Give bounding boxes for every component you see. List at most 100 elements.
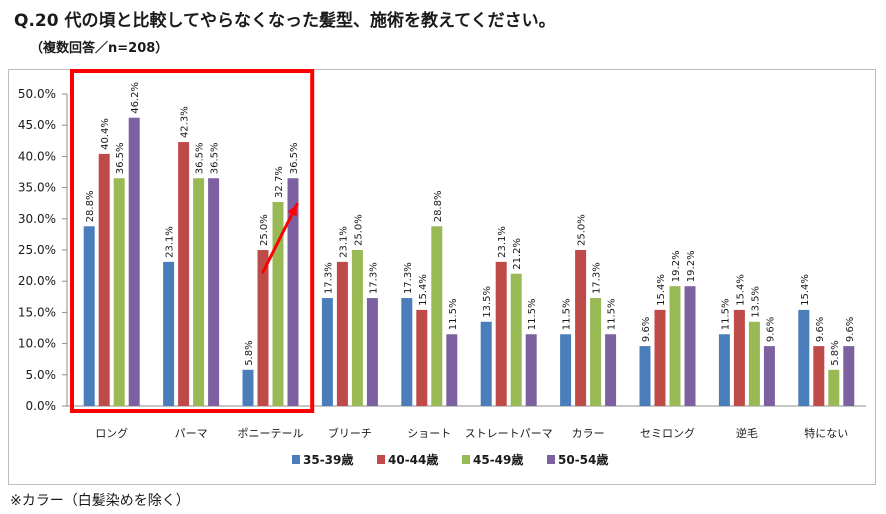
- x-tick-label: ブリーチ: [328, 426, 372, 440]
- data-label: 15.4%: [656, 274, 667, 306]
- data-label: 19.2%: [686, 250, 697, 282]
- bar: [590, 298, 602, 406]
- bar: [733, 309, 745, 406]
- data-label: 23.1%: [497, 226, 508, 258]
- legend-swatch: [377, 455, 385, 464]
- bar: [480, 321, 492, 406]
- bar: [336, 261, 348, 406]
- bar: [843, 346, 855, 406]
- x-tick-label: カラー: [572, 427, 605, 440]
- x-tick-label: パーマ: [175, 427, 208, 440]
- y-tick-label: 30.0%: [18, 212, 56, 226]
- bar: [163, 261, 175, 406]
- data-label: 19.2%: [671, 250, 682, 282]
- bar: [525, 334, 537, 406]
- y-tick-label: 20.0%: [18, 274, 56, 288]
- data-label: 5.8%: [244, 340, 255, 365]
- bar: [208, 178, 220, 406]
- bar: [431, 226, 443, 406]
- legend-label: 40-44歳: [388, 452, 438, 467]
- data-label: 17.3%: [592, 262, 603, 294]
- bar: [828, 369, 840, 406]
- data-label: 25.0%: [577, 214, 588, 246]
- data-label: 5.8%: [830, 340, 841, 365]
- data-label: 13.5%: [482, 286, 493, 318]
- bar: [560, 334, 572, 406]
- data-label: 9.6%: [845, 317, 856, 342]
- legend-swatch: [292, 455, 300, 464]
- bar: [98, 153, 110, 406]
- data-label: 36.5%: [289, 142, 300, 174]
- bar: [654, 309, 666, 406]
- data-label: 9.6%: [641, 317, 652, 342]
- bars-layer: [83, 117, 855, 406]
- data-label: 13.5%: [750, 286, 761, 318]
- bar: [763, 346, 775, 406]
- page-subtitle: （複数回答／n=208）: [30, 41, 169, 56]
- bar: [257, 250, 269, 406]
- bar: [242, 369, 254, 406]
- value-labels-layer: 28.8% 40.4% 36.5% 46.2% 23.1% 42.3% 36.5% 36.5%…: [85, 82, 856, 366]
- bar: [401, 298, 413, 406]
- y-tick-label: 15.0%: [18, 305, 56, 319]
- data-label: 28.8%: [85, 191, 96, 223]
- legend-label: 35-39歳: [303, 452, 353, 467]
- y-tick-label: 40.0%: [18, 149, 56, 163]
- data-label: 11.5%: [607, 298, 618, 330]
- data-label: 17.3%: [403, 262, 414, 294]
- data-label: 11.5%: [527, 298, 538, 330]
- data-label: 9.6%: [765, 317, 776, 342]
- axis-layer: 0.0% 5.0% 10.0% 15.0% 20.0% 25.0% 30.0% 35.0% 40…: [18, 87, 866, 440]
- bar: [366, 298, 378, 406]
- data-label: 15.4%: [418, 274, 429, 306]
- bar: [605, 334, 617, 406]
- legend-label: 50-54歳: [558, 452, 608, 467]
- data-label: 25.0%: [353, 214, 364, 246]
- legend: 35-39歳 40-44歳 45-49歳 50-54歳: [292, 452, 608, 467]
- legend-swatch: [462, 455, 470, 464]
- bar: [813, 346, 825, 406]
- y-tick-label: 25.0%: [18, 243, 56, 257]
- data-label: 23.1%: [338, 226, 349, 258]
- bar: [446, 334, 458, 406]
- legend-swatch: [547, 455, 555, 464]
- data-label: 11.5%: [448, 298, 459, 330]
- data-label: 36.5%: [210, 142, 221, 174]
- data-label: 15.4%: [735, 274, 746, 306]
- bar: [684, 286, 696, 406]
- data-label: 32.7%: [274, 166, 285, 198]
- x-tick-label: 特にない: [804, 426, 848, 440]
- bar: [510, 273, 522, 406]
- x-tick-label: ロング: [95, 426, 128, 440]
- x-tick-label: 逆毛: [736, 426, 758, 440]
- x-tick-label: ストレートパーマ: [465, 427, 553, 440]
- data-label: 25.0%: [259, 214, 270, 246]
- data-label: 28.8%: [433, 191, 444, 223]
- data-label: 9.6%: [815, 317, 826, 342]
- bar: [113, 178, 125, 406]
- y-tick-label: 10.0%: [18, 337, 56, 351]
- bar: [748, 321, 760, 406]
- bar: [718, 334, 730, 406]
- bar: [495, 261, 507, 406]
- highlight-box: [70, 69, 315, 413]
- data-label: 23.1%: [165, 226, 176, 258]
- data-label: 40.4%: [100, 118, 111, 150]
- bar: [639, 346, 651, 406]
- bar: [272, 201, 284, 406]
- y-tick-label: 50.0%: [18, 87, 56, 101]
- data-label: 11.5%: [562, 298, 573, 330]
- bar: [178, 142, 190, 406]
- x-tick-label: ショート: [407, 427, 451, 440]
- x-tick-label: ポニーテール: [238, 427, 304, 440]
- data-label: 21.2%: [512, 238, 523, 270]
- data-label: 36.5%: [115, 142, 126, 174]
- bar: [287, 178, 299, 406]
- data-label: 11.5%: [720, 298, 731, 330]
- data-label: 36.5%: [195, 142, 206, 174]
- bar: [128, 117, 140, 406]
- bar: [669, 286, 681, 406]
- bar: [575, 250, 587, 406]
- trend-arrow-line: [261, 202, 299, 274]
- data-label: 17.3%: [323, 262, 334, 294]
